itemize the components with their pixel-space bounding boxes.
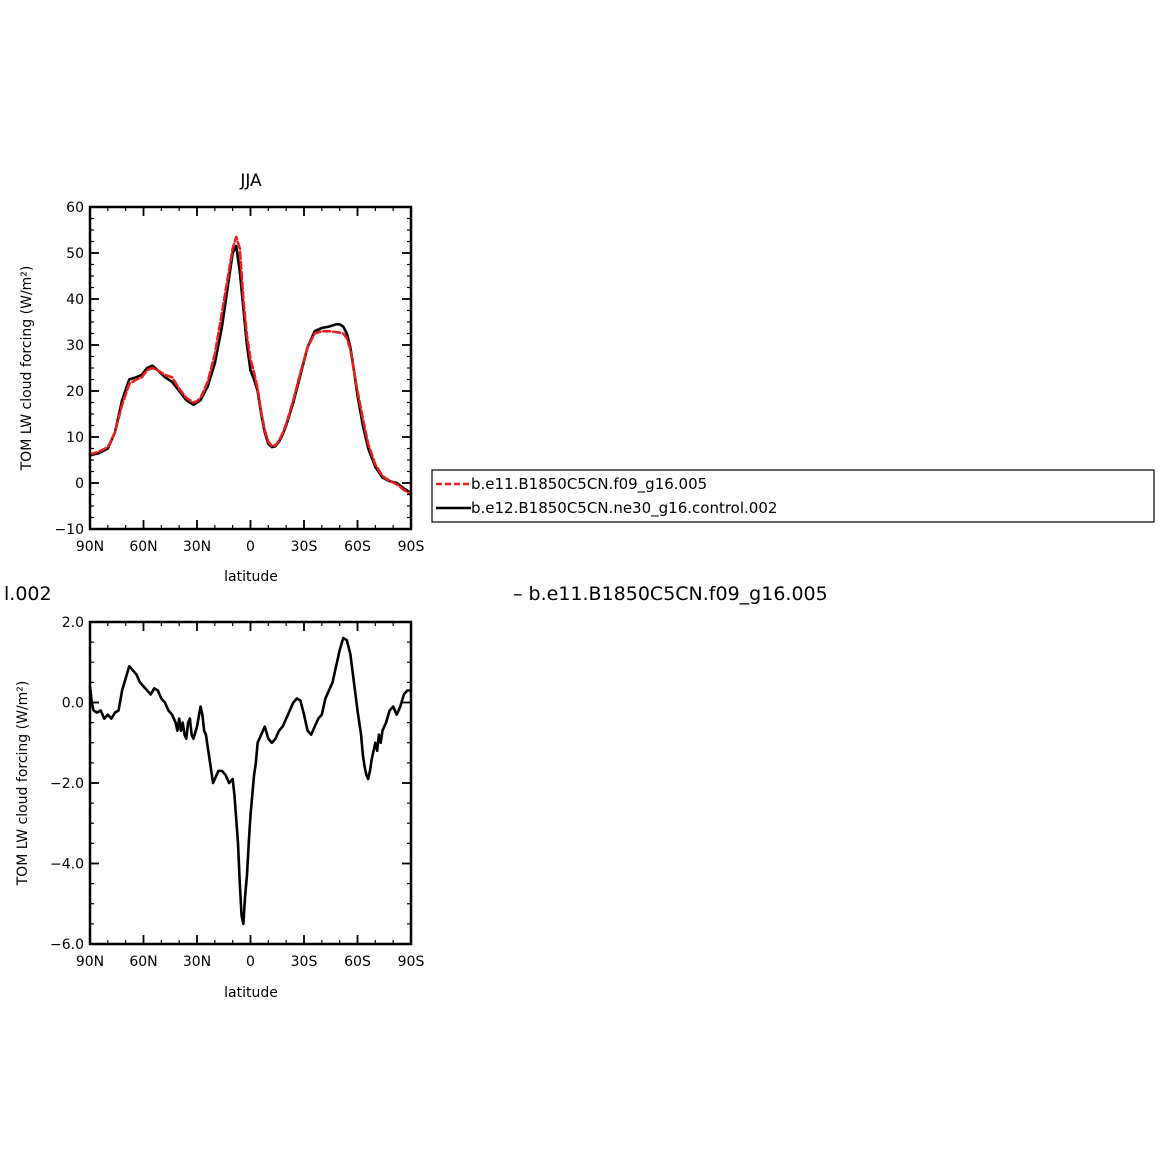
y-tick-label: 0.0 (62, 696, 84, 712)
top-y-axis-title: TOM LW cloud forcing (W/m²) (19, 266, 35, 472)
y-tick-label: −2.0 (50, 776, 84, 792)
y-tick-label: 40 (66, 292, 84, 308)
x-tick-label: 0 (246, 954, 255, 970)
x-tick-label: 60S (344, 539, 371, 555)
x-tick-label: 60S (344, 954, 371, 970)
top-x-axis-title: latitude (224, 569, 278, 585)
clipped-title-fragment-right: – b.e11.B1850C5CN.f09_g16.005 (513, 583, 828, 605)
bottom-y-axis-title: TOM LW cloud forcing (W/m²) (15, 681, 31, 887)
x-tick-label: 30S (291, 539, 318, 555)
legend-label-f09: b.e11.B1850C5CN.f09_g16.005 (471, 475, 707, 494)
series-line-0-0 (88, 244, 413, 495)
bottom-panel: 90N 60N 30N 0 30S 60S 90S 2.0 0.0 −2.0 −4.0 −6.0 la… (15, 615, 424, 1001)
y-tick-label: 20 (66, 384, 84, 400)
x-tick-label: 30S (291, 954, 318, 970)
legend: b.e11.B1850C5CN.f09_g16.005 b.e12.B1850C… (431, 469, 1155, 523)
y-tick-label: 30 (66, 338, 84, 354)
top-plot-title: JJA (239, 171, 262, 191)
series-line-1-0 (88, 636, 413, 926)
legend-box (431, 469, 1155, 523)
x-tick-label: 60N (129, 539, 157, 555)
y-tick-label: 0 (75, 476, 84, 492)
y-tick-label: 10 (66, 430, 84, 446)
y-tick-label: −10 (54, 522, 84, 538)
y-tick-label: 50 (66, 246, 84, 262)
x-tick-label: 30N (183, 954, 211, 970)
y-tick-label: −4.0 (50, 857, 84, 873)
bottom-plot-frame (88, 620, 413, 946)
clipped-title-fragment-left: l.002 (4, 583, 52, 605)
x-tick-label: 90S (398, 954, 425, 970)
series-line-0-1 (88, 235, 413, 496)
x-tick-label: 0 (246, 539, 255, 555)
y-tick-label: −6.0 (50, 937, 84, 953)
top-plot-frame (88, 205, 413, 531)
legend-label-ne30: b.e12.B1850C5CN.ne30_g16.control.002 (471, 499, 777, 518)
y-tick-label: 60 (66, 200, 84, 216)
x-tick-label: 90N (76, 539, 104, 555)
x-tick-label: 90N (76, 954, 104, 970)
y-tick-label: 2.0 (62, 615, 84, 631)
bottom-x-axis-title: latitude (224, 985, 278, 1001)
top-panel: JJA 90N 60N 30N 0 30S 60S 90S6050403020100−10 … (19, 171, 424, 585)
x-tick-label: 60N (129, 954, 157, 970)
x-tick-label: 90S (398, 539, 425, 555)
x-tick-label: 30N (183, 539, 211, 555)
